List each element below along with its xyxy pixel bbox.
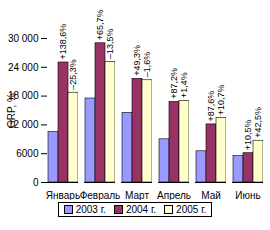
html-text:2005 г.: 2005 г. — [176, 204, 207, 215]
svg-text:Май: Май — [201, 190, 221, 200]
svg-text:18 000: 18 000 — [7, 90, 39, 102]
svg-text:12 000: 12 000 — [7, 119, 39, 131]
svg-text:Апрель: Апрель — [157, 190, 191, 200]
svg-text:30 000: 30 000 — [8, 33, 39, 44]
svg-text:+10,7%: +10,7% — [216, 84, 226, 115]
html-text:2004 г.: 2004 г. — [125, 204, 157, 215]
svg-text:+138,6%: +138,6% — [58, 24, 68, 60]
svg-text:GRP, %: GRP, % — [6, 93, 17, 128]
svg-text:–13,5%: –13,5% — [105, 28, 115, 59]
svg-text:Март: Март — [125, 190, 149, 200]
svg-text:24 000: 24 000 — [8, 62, 39, 73]
svg-text:Январь: Январь — [46, 190, 80, 200]
svg-text:+1,4%: +1,4% — [179, 72, 189, 98]
svg-text:6000: 6000 — [16, 148, 39, 159]
svg-text:Февраль: Февраль — [80, 190, 121, 200]
svg-text:Июнь: Июнь — [235, 190, 260, 200]
svg-text:+87,2%: +87,2% — [169, 68, 179, 99]
svg-text:+49,3%: +49,3% — [132, 45, 142, 76]
svg-text:–1,6%: –1,6% — [142, 52, 152, 78]
svg-text:+42,5%: +42,5% — [253, 107, 263, 138]
svg-text:+87,6%: +87,6% — [206, 91, 216, 122]
svg-text:0: 0 — [33, 177, 39, 188]
svg-text:–25,3%: –25,3% — [68, 59, 78, 90]
svg-text:+10,5%: +10,5% — [243, 119, 253, 150]
html-text:2003 г.: 2003 г. — [75, 204, 106, 215]
svg-text:+65,7%: +65,7% — [95, 10, 105, 41]
